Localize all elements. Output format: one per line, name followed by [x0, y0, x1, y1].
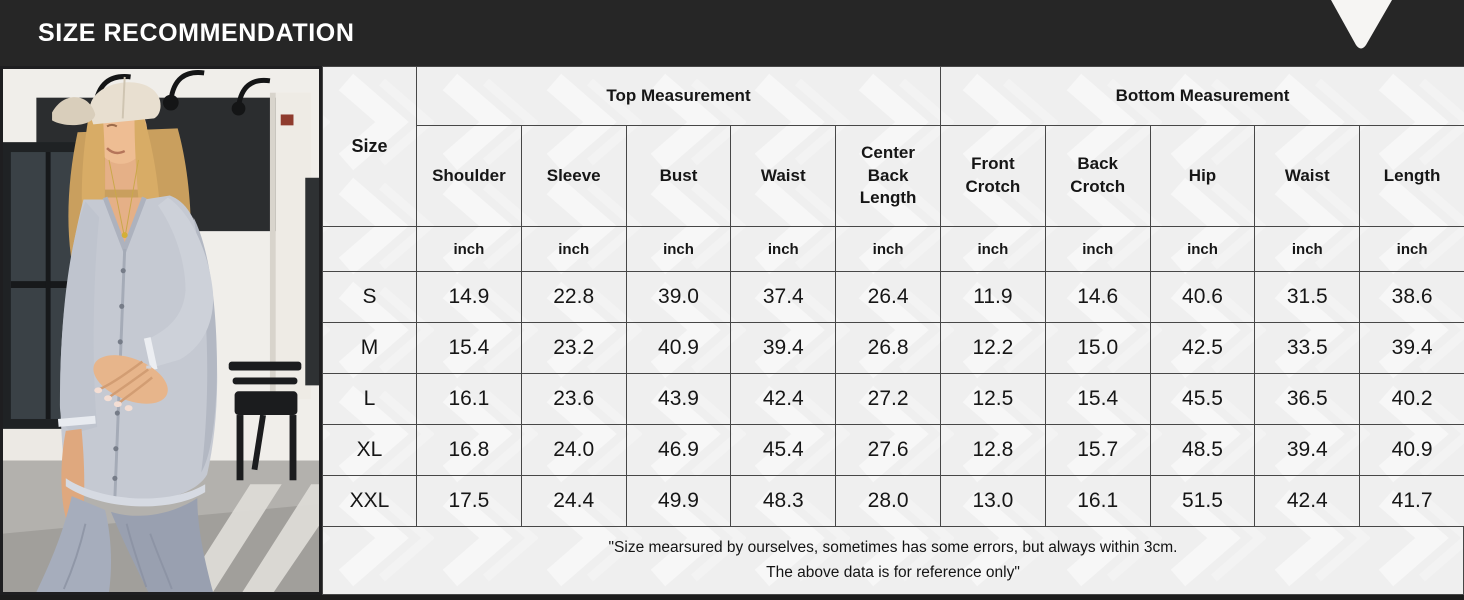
- measurement-cell: 40.6: [1149, 271, 1256, 323]
- measurement-cell: 12.8: [940, 424, 1046, 476]
- measurement-cell: 15.4: [416, 322, 522, 374]
- measurement-cell: 11.9: [940, 271, 1046, 323]
- size-table-panel: Size Top Measurement Bottom Measurement …: [322, 66, 1464, 595]
- measurement-cell: 45.4: [730, 424, 837, 476]
- measurement-cell: 46.9: [625, 424, 732, 476]
- measurement-cell: 33.5: [1254, 322, 1361, 374]
- measurement-cell: 48.3: [730, 475, 837, 527]
- footnote-line: "Size mearsured by ourselves, sometimes …: [608, 539, 1178, 557]
- table-row: L 16.1 23.6 43.9 42.4 27.2 12.5 15.4 45.5 36.5 40.…: [322, 373, 1464, 425]
- unit-cell: inch: [835, 226, 941, 272]
- footnote-line: The above data is for reference only": [766, 563, 1020, 581]
- measurement-cell: 39.4: [1254, 424, 1361, 476]
- unit-cell: inch: [940, 226, 1046, 272]
- measurement-cell: 26.4: [835, 271, 941, 323]
- unit-cell: inch: [1044, 226, 1151, 272]
- measurement-cell: 23.2: [520, 322, 627, 374]
- size-cell: M: [322, 322, 417, 374]
- measurement-cell: 45.5: [1149, 373, 1256, 425]
- group-header-bottom: Bottom Measurement: [940, 66, 1464, 126]
- size-cell: XL: [322, 424, 417, 476]
- measurement-cell: 13.0: [940, 475, 1046, 527]
- measurement-cell: 38.6: [1359, 271, 1464, 323]
- table-body: S 14.9 22.8 39.0 37.4 26.4 11.9 14.6 40.6 31.5 38.…: [322, 271, 1464, 527]
- bottom-bar: [0, 595, 1464, 600]
- measurement-cell: 16.1: [416, 373, 522, 425]
- column-header: Hip: [1149, 125, 1256, 227]
- measurement-cell: 27.6: [835, 424, 941, 476]
- column-header: Sleeve: [520, 125, 627, 227]
- measurement-cell: 39.4: [1359, 322, 1464, 374]
- model-photo: [0, 66, 322, 595]
- model-photo-illustration: [3, 69, 319, 592]
- column-header: Length: [1359, 125, 1464, 227]
- measurement-cell: 16.1: [1044, 475, 1151, 527]
- size-cell: XXL: [322, 475, 417, 527]
- measurement-cell: 41.7: [1359, 475, 1464, 527]
- measurement-cell: 28.0: [835, 475, 941, 527]
- unit-cell: inch: [1149, 226, 1256, 272]
- page-title: SIZE RECOMMENDATION: [38, 18, 355, 47]
- measurement-cell: 15.7: [1044, 424, 1151, 476]
- column-header: Center Back Length: [835, 125, 941, 227]
- measurement-cell: 23.6: [520, 373, 627, 425]
- unit-cell: inch: [520, 226, 627, 272]
- measurement-cell: 37.4: [730, 271, 837, 323]
- column-header: Back Crotch: [1044, 125, 1151, 227]
- measurement-cell: 40.2: [1359, 373, 1464, 425]
- measurement-cell: 12.5: [940, 373, 1046, 425]
- unit-cell: inch: [1254, 226, 1361, 272]
- measurement-cell: 49.9: [625, 475, 732, 527]
- measurement-cell: 40.9: [625, 322, 732, 374]
- measurement-cell: 15.4: [1044, 373, 1151, 425]
- measurement-cell: 39.0: [625, 271, 732, 323]
- measurement-cell: 14.9: [416, 271, 522, 323]
- size-cell: S: [322, 271, 417, 323]
- measurement-cell: 16.8: [416, 424, 522, 476]
- footnote: "Size mearsured by ourselves, sometimes …: [322, 527, 1464, 595]
- column-header: Waist: [730, 125, 837, 227]
- table-row: S 14.9 22.8 39.0 37.4 26.4 11.9 14.6 40.6 31.5 38.…: [322, 271, 1464, 323]
- size-cell: L: [322, 373, 417, 425]
- measurement-cell: 36.5: [1254, 373, 1361, 425]
- unit-cell: inch: [416, 226, 522, 272]
- unit-row-empty-cell: [322, 226, 417, 272]
- measurement-cell: 27.2: [835, 373, 941, 425]
- measurement-cell: 42.5: [1149, 322, 1256, 374]
- measurement-cell: 31.5: [1254, 271, 1361, 323]
- measurement-cell: 22.8: [520, 271, 627, 323]
- measurement-cell: 42.4: [1254, 475, 1361, 527]
- column-header: Shoulder: [416, 125, 522, 227]
- measurement-cell: 15.0: [1044, 322, 1151, 374]
- measurement-cell: 48.5: [1149, 424, 1256, 476]
- table-row: M 15.4 23.2 40.9 39.4 26.8 12.2 15.0 42.5 33.5 39.…: [322, 322, 1464, 374]
- measurement-cell: 43.9: [625, 373, 732, 425]
- measurement-cell: 40.9: [1359, 424, 1464, 476]
- measurement-cell: 14.6: [1044, 271, 1151, 323]
- size-column-header: Size: [322, 66, 417, 227]
- measurement-cell: 24.4: [520, 475, 627, 527]
- unit-cell: inch: [730, 226, 837, 272]
- measurement-cell: 42.4: [730, 373, 837, 425]
- measurement-cell: 51.5: [1149, 475, 1256, 527]
- down-triangle-icon: [1331, 0, 1392, 49]
- content-row: Size Top Measurement Bottom Measurement …: [0, 66, 1464, 595]
- unit-cell: inch: [625, 226, 732, 272]
- measurement-cell: 17.5: [416, 475, 522, 527]
- title-bar: SIZE RECOMMENDATION: [0, 0, 1464, 66]
- size-table: Size Top Measurement Bottom Measurement …: [322, 66, 1464, 527]
- column-header: Front Crotch: [940, 125, 1046, 227]
- unit-cell: inch: [1359, 226, 1464, 272]
- table-row: XL 16.8 24.0 46.9 45.4 27.6 12.8 15.7 48.5 39.4 40…: [322, 424, 1464, 476]
- group-header-top: Top Measurement: [416, 66, 941, 126]
- column-header: Waist: [1254, 125, 1361, 227]
- table-row: XXL 17.5 24.4 49.9 48.3 28.0 13.0 16.1 51.5 42.4 4…: [322, 475, 1464, 527]
- column-header: Bust: [625, 125, 732, 227]
- measurement-cell: 12.2: [940, 322, 1046, 374]
- measurement-cell: 26.8: [835, 322, 941, 374]
- measurement-cell: 24.0: [520, 424, 627, 476]
- measurement-cell: 39.4: [730, 322, 837, 374]
